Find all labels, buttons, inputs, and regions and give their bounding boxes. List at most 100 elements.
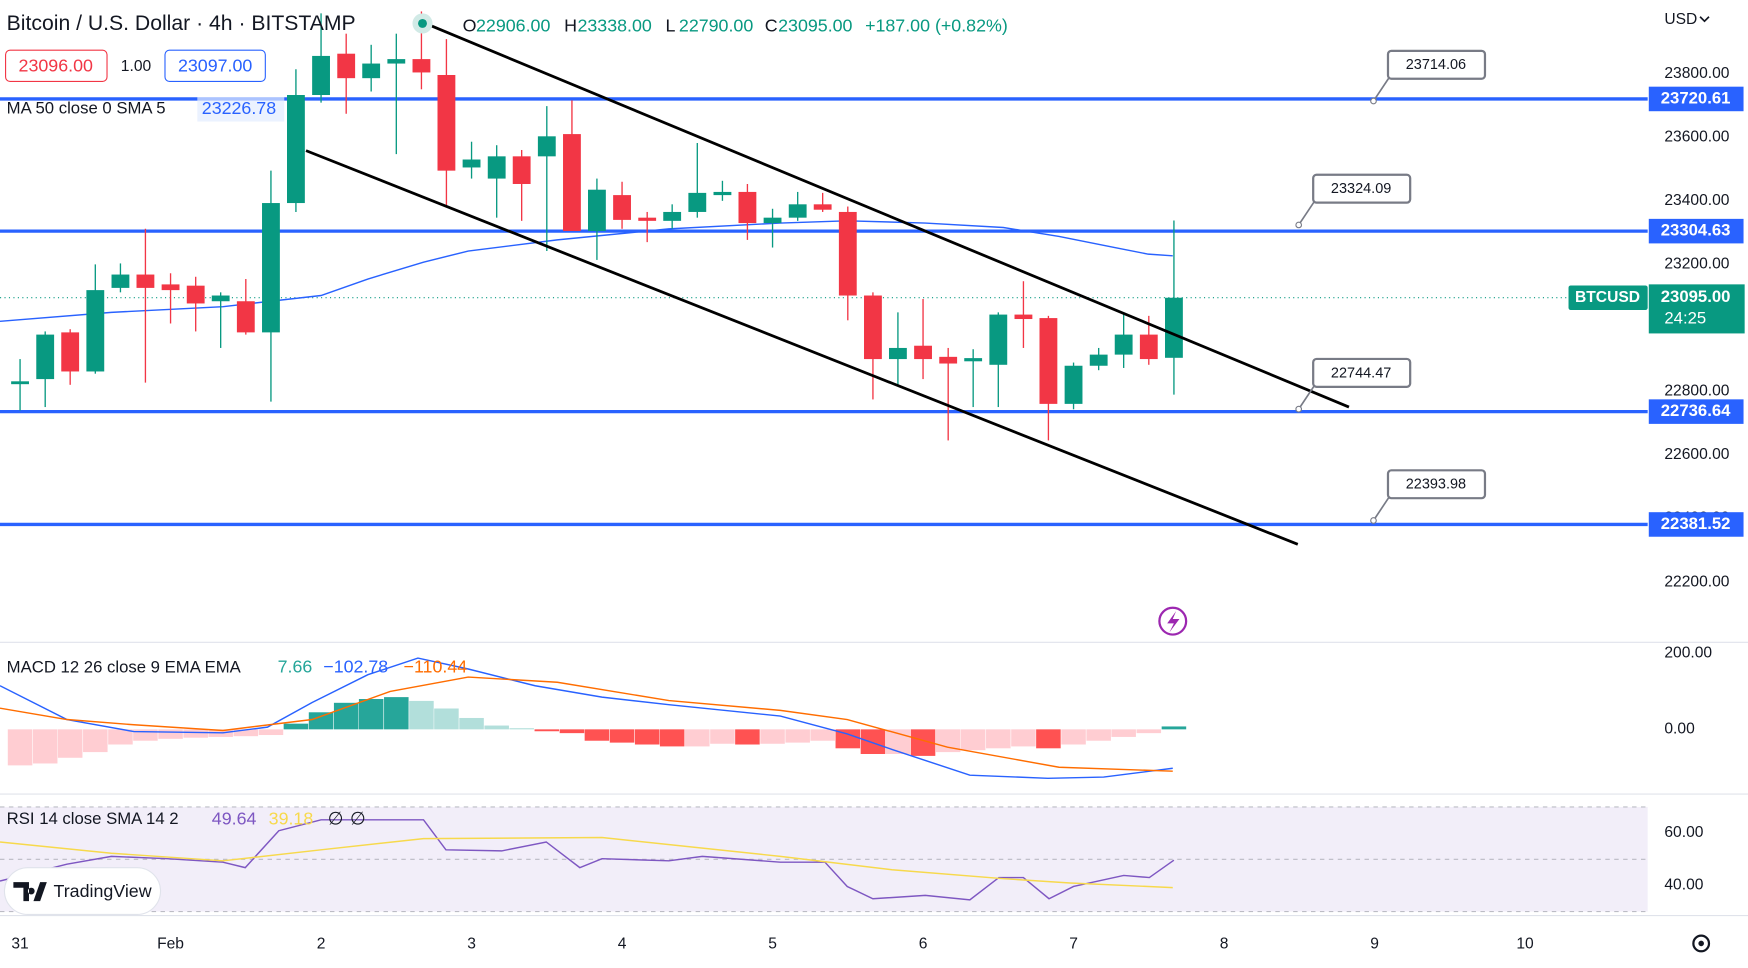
ma-legend: MA 50 close 0 SMA 5 [7,99,166,118]
candle-body [688,192,707,212]
macd-histogram-bar [659,729,685,747]
macd-histogram-bar [1136,729,1162,734]
settings-icon[interactable] [1692,934,1711,953]
y-tick-label: 0.00 [1664,720,1695,737]
x-tick-label: 10 [1516,936,1534,953]
candle-body [888,347,907,360]
brand-badge[interactable] [3,867,162,916]
candle-body [788,204,807,218]
trendline [422,21,1350,409]
level-label: 23304.63 [1661,221,1731,240]
candle-body [838,211,857,296]
candle-body [412,59,431,73]
bid: 23096.00 [19,56,93,76]
candle-body [136,274,155,288]
bid-box[interactable] [5,49,108,82]
rsi-ma-value: 39.18 [269,808,314,828]
plot [0,11,1648,913]
y-tick-label: 22800.00 [1664,383,1729,400]
y-tick-label: 200.00 [1664,645,1712,662]
macd-histogram-bar [534,729,560,732]
y-tick-label: 23200.00 [1664,256,1729,273]
candle-body [487,156,506,179]
ma-value-bg [197,97,285,122]
candle-body [287,95,305,204]
x-tick-label: 4 [618,936,627,953]
macd-histogram-bar [183,729,208,738]
ohlc-value: 22790.00 [679,15,753,35]
candle-body [1039,318,1058,404]
candle-body [864,295,882,360]
candle-body [211,295,230,302]
ohlc-key: C [765,15,778,35]
callout-anchor [1295,405,1303,413]
x-tick-label: 8 [1220,936,1229,953]
y-tick-label: 60.00 [1664,824,1703,841]
macd-histogram-bar [1111,729,1136,737]
macd-histogram-bar [308,712,334,730]
y-tick-label: 40.00 [1664,877,1703,894]
candle-body [914,345,932,360]
rsi-legend: RSI 14 close SMA 14 2 [7,809,179,828]
macd-histogram-bar [409,700,434,730]
currency[interactable]: USD [1664,11,1697,28]
candle-body [613,195,631,220]
candle-body [11,381,29,385]
candle-body [512,156,531,184]
ohlc-key: H [564,15,577,35]
candle-body [337,53,356,79]
candle-body [763,217,782,224]
candle-body [738,191,757,224]
macd-value: −102.78 [323,657,388,677]
macd-histogram-bar [960,729,986,751]
countdown: 24:25 [1664,308,1706,327]
callout-label: 22744.47 [1331,365,1391,381]
candle-body [86,290,105,372]
candle-body [1114,334,1133,355]
rsi-extra: ∅ [350,808,366,828]
level-label: 22381.52 [1661,514,1731,533]
candle-body [1089,354,1108,366]
ohlc-value: 22906.00 [476,15,550,35]
ask-box[interactable] [164,49,266,82]
price-label: 23095.00 [1661,287,1731,306]
overlay: 31 Feb 2 3 4 5 6 7 8 9 10 23800.00 23600.00 23400.00 2… [11,15,1745,953]
macd-histogram-bar [384,697,409,730]
x-tick-label: Feb [157,936,184,953]
alert-icon[interactable] [1158,606,1188,636]
candle-body [563,134,581,232]
line-series [0,676,1173,772]
brand-logo [13,882,47,902]
callout-box [1386,49,1487,80]
candle-body [813,204,832,210]
candle-body [387,59,406,64]
macd-histogram-bar [1011,729,1036,747]
macd-histogram-bar [584,729,610,741]
macd-histogram-bar [986,729,1011,749]
candle-body [312,55,330,96]
candle-body [161,284,180,291]
macd-histogram-bar [559,729,585,734]
callout-box [1386,469,1487,500]
currency-caret [1699,16,1710,23]
ohlc-change: +187.00 (+0.82%) [865,15,1008,35]
line-series [0,220,1173,323]
symbol-label: BTCUSD [1575,289,1640,306]
x-tick-label: 5 [768,936,777,953]
macd-histogram-bar [133,729,158,741]
macd-histogram-bar [1161,726,1187,730]
macd-histogram-bar [258,729,284,736]
x-tick-label: 6 [919,936,928,953]
macd-histogram-bar [358,699,384,730]
callout-leader [1372,77,1390,102]
macd-histogram-bar [1061,729,1086,745]
x-tick-label: 9 [1370,936,1379,953]
candle-body [462,159,481,168]
candle-body [186,285,205,304]
candle-body [638,217,657,221]
level-badge [1648,218,1744,244]
callout-leader [1372,496,1390,521]
callout-label: 23324.09 [1331,181,1391,197]
macd-histogram-bar [785,729,810,743]
rsi-extra: ∅ [328,808,344,828]
